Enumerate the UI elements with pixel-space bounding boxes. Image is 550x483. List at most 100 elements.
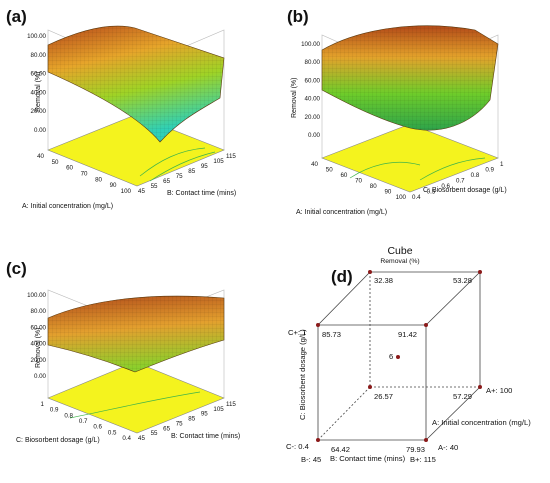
panel-d: (d) Cube Removal (%) 85.73 91.42 64.42 79.9… (286, 245, 531, 464)
cube-edge (317, 271, 371, 326)
panel-a-y-label: B: Contact time (mins) (167, 190, 236, 197)
y-tick-label: 75 (176, 420, 183, 427)
panel-b-x-label: A: Initial concentration (mg/L) (296, 209, 387, 216)
y-tick-label: 75 (176, 173, 183, 180)
cube-z-label: A: Initial concentration (mg/L) (432, 418, 531, 427)
y-tick-label: 0.6 (441, 183, 450, 190)
cube-corner-point (368, 385, 372, 389)
y-tick-label: 95 (201, 163, 208, 170)
panel-a-surface-mesh (48, 25, 224, 142)
cube-values: 85.73 91.42 64.42 79.93 32.38 53.28 26.57 57.29 (322, 276, 472, 454)
x-tick-label: 50 (326, 167, 333, 174)
z-tick-label: 20.00 (305, 114, 321, 121)
cube-value-back-bottom-right: 57.29 (453, 392, 472, 401)
y-tick-label: 55 (151, 430, 158, 437)
x-tick-label: 0.5 (108, 429, 117, 436)
cube-a-low-label: A-: 40 (438, 443, 458, 452)
panel-c-floor (47, 361, 225, 434)
panel-a: (a) Removal (%) 0.00 20.00 40.00 60.00 80.00… (6, 7, 236, 210)
z-tick-label: 100.00 (27, 33, 46, 40)
panel-b-contour (349, 161, 421, 179)
z-tick-label: 60.00 (31, 71, 47, 78)
z-tick-label: 40.00 (31, 341, 47, 348)
y-tick-label: 105 (213, 406, 224, 413)
z-tick-label: 40.00 (31, 89, 47, 96)
y-tick-label: 55 (151, 183, 158, 190)
y-tick-label: 115 (226, 153, 236, 160)
cube-corners (316, 270, 482, 442)
cube-value-back-bottom-left: 26.57 (374, 392, 393, 401)
x-tick-label: 40 (311, 161, 318, 168)
panel-a-x-label: A: Initial concentration (mg/L) (22, 203, 113, 210)
panel-c-x-label: C: Biosorbent dosage (g/L) (16, 437, 100, 444)
panel-a-contour (139, 147, 206, 177)
z-tick-label: 20.00 (31, 357, 47, 364)
z-tick-label: 100.00 (27, 292, 46, 299)
panel-a-floor (47, 114, 225, 187)
y-tick-label: 105 (213, 158, 224, 165)
cube-corner-point (368, 270, 372, 274)
panel-c-y-label: B: Contact time (mins) (171, 433, 240, 440)
y-tick-label: 45 (138, 435, 145, 442)
y-tick-label: 65 (163, 178, 170, 185)
z-tick-label: 100.00 (301, 41, 320, 48)
cube-corner-point (424, 438, 428, 442)
cube-corner-point (478, 385, 482, 389)
cube-value-front-top-left: 85.73 (322, 330, 341, 339)
x-tick-label: 70 (355, 178, 362, 185)
z-tick-label: 0.00 (34, 373, 47, 380)
x-tick-label: 40 (37, 153, 44, 160)
y-tick-label: 85 (188, 168, 195, 175)
y-tick-label: 0.8 (471, 172, 480, 179)
cube-edge (425, 386, 481, 441)
panel-b-surface-mesh (322, 25, 498, 131)
panel-c-surface-mesh (48, 296, 224, 372)
x-tick-label: 0.6 (93, 424, 102, 431)
panel-a-z-label: Removal (%) (35, 72, 42, 112)
cube-corner-point (316, 323, 320, 327)
cube-corner-point (478, 270, 482, 274)
cube-a-high-label: A+: 100 (486, 386, 512, 395)
cube-center-point (396, 355, 400, 359)
y-tick-label: 115 (226, 401, 236, 408)
panel-c-contour (69, 391, 201, 419)
x-tick-label: 90 (384, 189, 391, 196)
x-tick-label: 60 (66, 165, 73, 172)
y-tick-label: 0.4 (412, 194, 421, 201)
panel-c: (c) Removal (%) 0.00 20.00 40.00 60.00 80.00… (6, 259, 240, 444)
cube-value-front-top-right: 91.42 (398, 330, 417, 339)
y-tick-label: 0.7 (456, 178, 465, 185)
panel-b-label: (b) (287, 7, 309, 26)
x-tick-label: 1 (41, 401, 45, 408)
x-tick-label: 70 (81, 171, 88, 178)
panel-b: (b) Removal (%) 0.00 20.00 40.00 60.00 80.00… (287, 7, 507, 216)
y-tick-label: 85 (188, 416, 195, 423)
cube-title: Cube (387, 245, 412, 257)
z-tick-label: 80.00 (31, 52, 47, 59)
cube-corner-point (424, 323, 428, 327)
y-tick-label: 0.5 (427, 189, 436, 196)
cube-edge (317, 386, 371, 441)
cube-y-label: C: Biosorbent dosage (g/L) (298, 329, 307, 420)
panel-b-contour (419, 157, 486, 181)
x-tick-label: 0.7 (79, 418, 88, 425)
cube-c-low-label: C-: 0.4 (286, 442, 309, 451)
x-tick-label: 0.8 (64, 412, 73, 419)
z-tick-label: 80.00 (31, 308, 47, 315)
cube-value-back-top-right: 53.28 (453, 276, 472, 285)
y-tick-label: 95 (201, 411, 208, 418)
x-tick-label: 50 (52, 159, 59, 166)
y-tick-label: 45 (138, 188, 145, 195)
cube-center-label: 6 (389, 352, 393, 361)
y-tick-label: 0.9 (485, 167, 494, 174)
cube-x-label: B: Contact time (mins) (330, 454, 406, 463)
panel-a-label: (a) (6, 7, 27, 26)
panel-c-z-label: Removal (%) (35, 328, 42, 368)
cube-c-high-label: C+: 1 (288, 328, 306, 337)
cube-value-back-top-left: 32.38 (374, 276, 393, 285)
z-tick-label: 40.00 (305, 96, 321, 103)
cube-subtitle: Removal (%) (380, 258, 419, 265)
cube-value-front-bottom-left: 64.42 (331, 445, 350, 454)
panel-d-label: (d) (331, 267, 353, 286)
